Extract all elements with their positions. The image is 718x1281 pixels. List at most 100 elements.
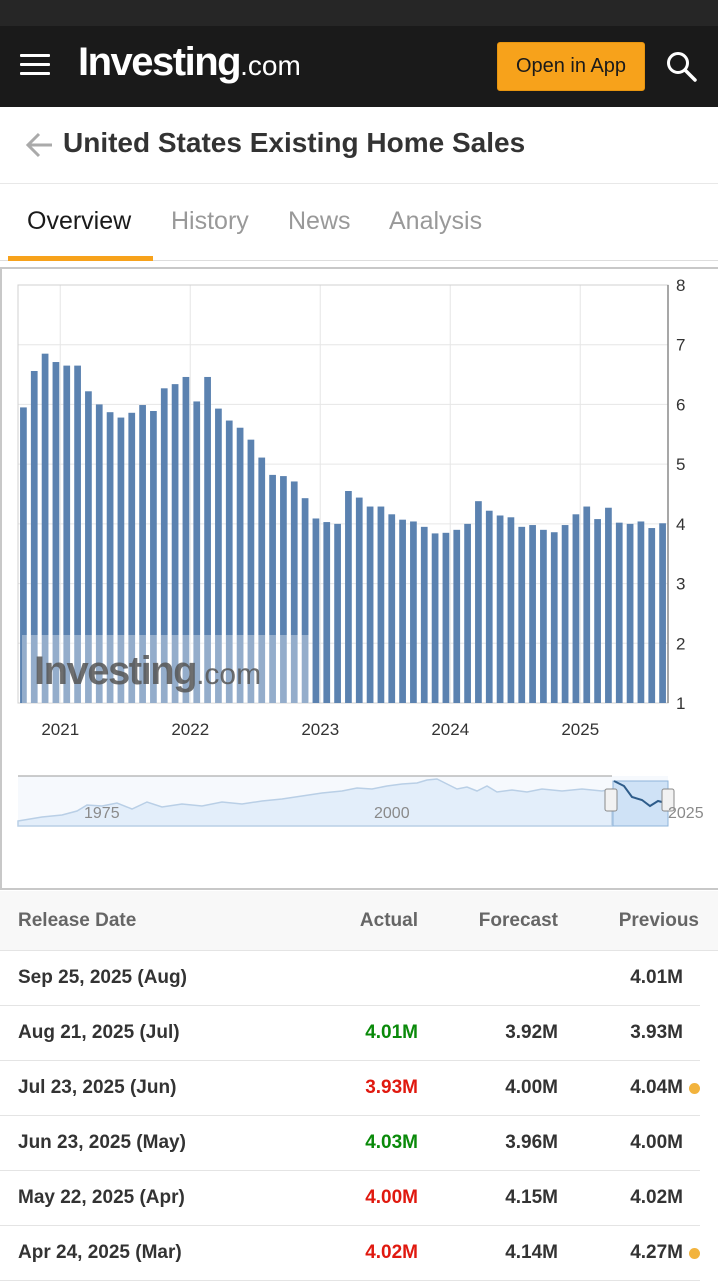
header-previous[interactable]: Previous: [618, 910, 699, 931]
chart-bar[interactable]: [95, 404, 103, 703]
chart-bar[interactable]: [269, 474, 276, 703]
table-row[interactable]: Aug 21, 2025 (Jul) 4.01M 3.92M 3.93M: [0, 1006, 700, 1061]
previous-cell: 3.93M: [630, 1022, 683, 1043]
header-actual[interactable]: Actual: [359, 910, 418, 931]
chart-bar[interactable]: [150, 411, 157, 703]
search-icon[interactable]: [664, 49, 698, 83]
chart-bar[interactable]: [529, 525, 536, 703]
chart-bar[interactable]: [464, 523, 471, 703]
chart-bar[interactable]: [85, 391, 92, 703]
range-navigator[interactable]: 1975 2000 2025: [17, 775, 704, 827]
release-date-cell: Apr 24, 2025 (Mar): [18, 1242, 182, 1263]
chart-bar[interactable]: [117, 417, 125, 703]
release-date-cell: Aug 21, 2025 (Jul): [18, 1022, 180, 1043]
actual-cell: 3.93M: [365, 1077, 418, 1098]
chart-bar[interactable]: [258, 457, 266, 703]
chart-bar[interactable]: [139, 405, 146, 703]
chart-bar[interactable]: [518, 526, 526, 703]
chart-bar[interactable]: [561, 525, 569, 703]
chart-bar[interactable]: [312, 518, 320, 703]
chart-bar[interactable]: [355, 497, 363, 703]
chart-bar[interactable]: [496, 515, 504, 704]
chart-bar[interactable]: [345, 491, 352, 703]
forecast-cell: 3.92M: [505, 1022, 558, 1043]
chart-bar[interactable]: [366, 506, 374, 703]
chart-bar[interactable]: [204, 376, 211, 703]
chart-bar[interactable]: [485, 510, 493, 703]
tab-news[interactable]: News: [288, 207, 351, 235]
chart-bar[interactable]: [583, 506, 591, 703]
tab-overview[interactable]: Overview: [27, 207, 132, 235]
watermark-main: Investing: [34, 649, 196, 693]
chart-bar[interactable]: [160, 388, 168, 703]
chart-bar[interactable]: [20, 407, 27, 703]
chart-bar[interactable]: [323, 522, 331, 703]
chart-bar[interactable]: [171, 384, 179, 703]
open-in-app-button[interactable]: Open in App: [497, 42, 645, 91]
chart-bar[interactable]: [74, 365, 81, 703]
navigator-left-handle[interactable]: [604, 788, 618, 812]
chart-bar[interactable]: [290, 481, 298, 703]
navigator-right-handle[interactable]: [661, 788, 675, 812]
tab-history[interactable]: History: [171, 207, 249, 235]
chart-bar[interactable]: [193, 401, 201, 703]
table-row[interactable]: Sep 25, 2025 (Aug) 4.01M: [0, 951, 700, 1006]
chart-bar[interactable]: [594, 519, 601, 703]
navigator-label-1975: 1975: [84, 805, 120, 822]
chart-bar[interactable]: [507, 517, 515, 703]
chart-bar[interactable]: [431, 533, 439, 703]
header-forecast[interactable]: Forecast: [478, 910, 558, 931]
chart-bar[interactable]: [442, 532, 450, 703]
chart-bar[interactable]: [648, 528, 656, 703]
actual-cell: 4.03M: [365, 1132, 418, 1153]
chart-bar[interactable]: [410, 521, 417, 703]
previous-cell: 4.27M: [630, 1242, 683, 1263]
chart-bar[interactable]: [215, 408, 222, 703]
header-release-date[interactable]: Release Date: [18, 910, 137, 931]
navigator-selected-range[interactable]: [612, 780, 669, 827]
chart-bar[interactable]: [626, 523, 634, 703]
chart-bar[interactable]: [334, 523, 341, 703]
chart-bar[interactable]: [453, 529, 461, 703]
chart-bar[interactable]: [247, 439, 255, 703]
table-row[interactable]: Jul 23, 2025 (Jun) 3.93M 4.00M 4.04M: [0, 1061, 700, 1116]
chart-bar[interactable]: [550, 532, 558, 703]
status-bar: [0, 0, 718, 26]
table-row[interactable]: Jun 23, 2025 (May) 4.03M 3.96M 4.00M: [0, 1116, 700, 1171]
revised-indicator-dot[interactable]: [689, 1248, 700, 1259]
site-logo[interactable]: Investing.com: [78, 40, 301, 85]
chart-bar[interactable]: [659, 523, 666, 703]
chart-bar[interactable]: [420, 526, 428, 703]
chart-bar[interactable]: [388, 514, 396, 703]
chart-bar[interactable]: [52, 362, 60, 703]
chart-bar[interactable]: [106, 412, 114, 703]
chart-bar[interactable]: [572, 514, 580, 703]
release-date-cell: Sep 25, 2025 (Aug): [18, 967, 187, 988]
chart-bar[interactable]: [41, 353, 49, 703]
chart-bar[interactable]: [540, 529, 547, 703]
chart-bar[interactable]: [225, 420, 233, 703]
tab-analysis[interactable]: Analysis: [389, 207, 483, 235]
chart-bar[interactable]: [637, 521, 645, 703]
chart-bar[interactable]: [30, 370, 38, 703]
chart-bar[interactable]: [399, 519, 406, 703]
chart-watermark: Investing.com: [22, 635, 309, 703]
chart-bar[interactable]: [128, 412, 136, 703]
release-date-cell: Jul 23, 2025 (Jun): [18, 1077, 177, 1098]
chart-bar[interactable]: [615, 522, 623, 703]
back-arrow-icon[interactable]: [24, 129, 56, 161]
table-row[interactable]: Apr 24, 2025 (Mar) 4.02M 4.14M 4.27M: [0, 1226, 700, 1281]
chart-bar[interactable]: [182, 376, 190, 703]
table-row[interactable]: May 22, 2025 (Apr) 4.00M 4.15M 4.02M: [0, 1171, 700, 1226]
chart-bar[interactable]: [280, 476, 287, 703]
chart-bar[interactable]: [377, 506, 385, 703]
revised-indicator-dot[interactable]: [689, 1083, 700, 1094]
chart-bar[interactable]: [301, 498, 309, 703]
menu-icon[interactable]: [20, 54, 50, 78]
chart-bar[interactable]: [605, 507, 612, 703]
chart-bar[interactable]: [236, 427, 244, 703]
chart-bar[interactable]: [475, 501, 482, 703]
chart-bar[interactable]: [63, 365, 71, 703]
